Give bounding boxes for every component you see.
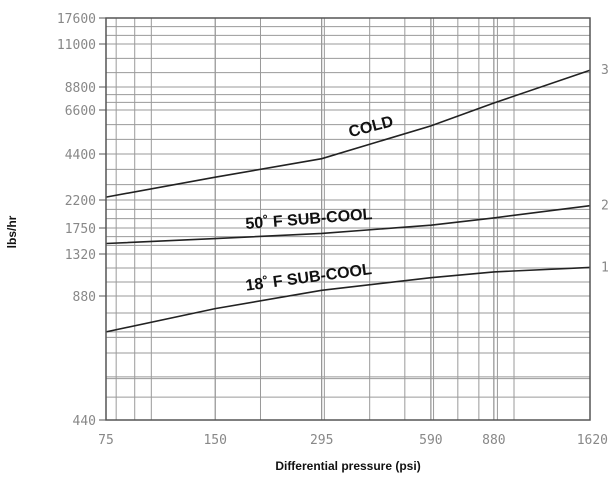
x-tick-label: 295 <box>310 433 333 448</box>
y-tick-label: 1750 <box>65 222 96 237</box>
y-tick-label: 17600 <box>57 12 96 27</box>
x-tick-label: 75 <box>98 433 114 448</box>
series-label-3: 18˚ F SUB-COOL <box>245 261 373 295</box>
x-tick-label: 880 <box>482 433 505 448</box>
y-tick-label: 6600 <box>65 104 96 119</box>
x-tick-label: 1620 <box>577 433 608 448</box>
y-tick-label: 11000 <box>57 38 96 53</box>
y-axis-title: lbs/hr <box>5 215 19 248</box>
series-line-1 <box>105 69 591 198</box>
x-tick-label: 150 <box>203 433 226 448</box>
series-label-2: 50˚ F SUB-COOL <box>245 206 373 233</box>
series-layer: COLD 3 50˚ F SUB-COOL 2 18˚ F SUB-COOL 1 <box>105 63 609 333</box>
y-tick-label: 1320 <box>65 248 96 263</box>
y-tick-label: 2200 <box>65 194 96 209</box>
series-line-3 <box>105 266 591 333</box>
series-label-1: COLD <box>347 113 395 141</box>
y-tick-label: 880 <box>73 290 96 305</box>
series-end-label-3: 1 <box>601 260 609 275</box>
y-tick-label: 4400 <box>65 148 96 163</box>
x-tick-label: 590 <box>419 433 442 448</box>
series-end-label-2: 2 <box>601 199 609 214</box>
tick-layer: 75 150 295 590 880 1620 440 880 1320 1750 2200 4400… <box>57 12 608 448</box>
y-tick-label: 440 <box>73 414 96 429</box>
x-axis-title: Differential pressure (psi) <box>275 459 420 473</box>
series-line-2 <box>105 204 591 245</box>
series-end-label-1: 3 <box>601 63 609 78</box>
plot-frame <box>105 17 591 421</box>
y-tick-label: 8800 <box>65 81 96 96</box>
